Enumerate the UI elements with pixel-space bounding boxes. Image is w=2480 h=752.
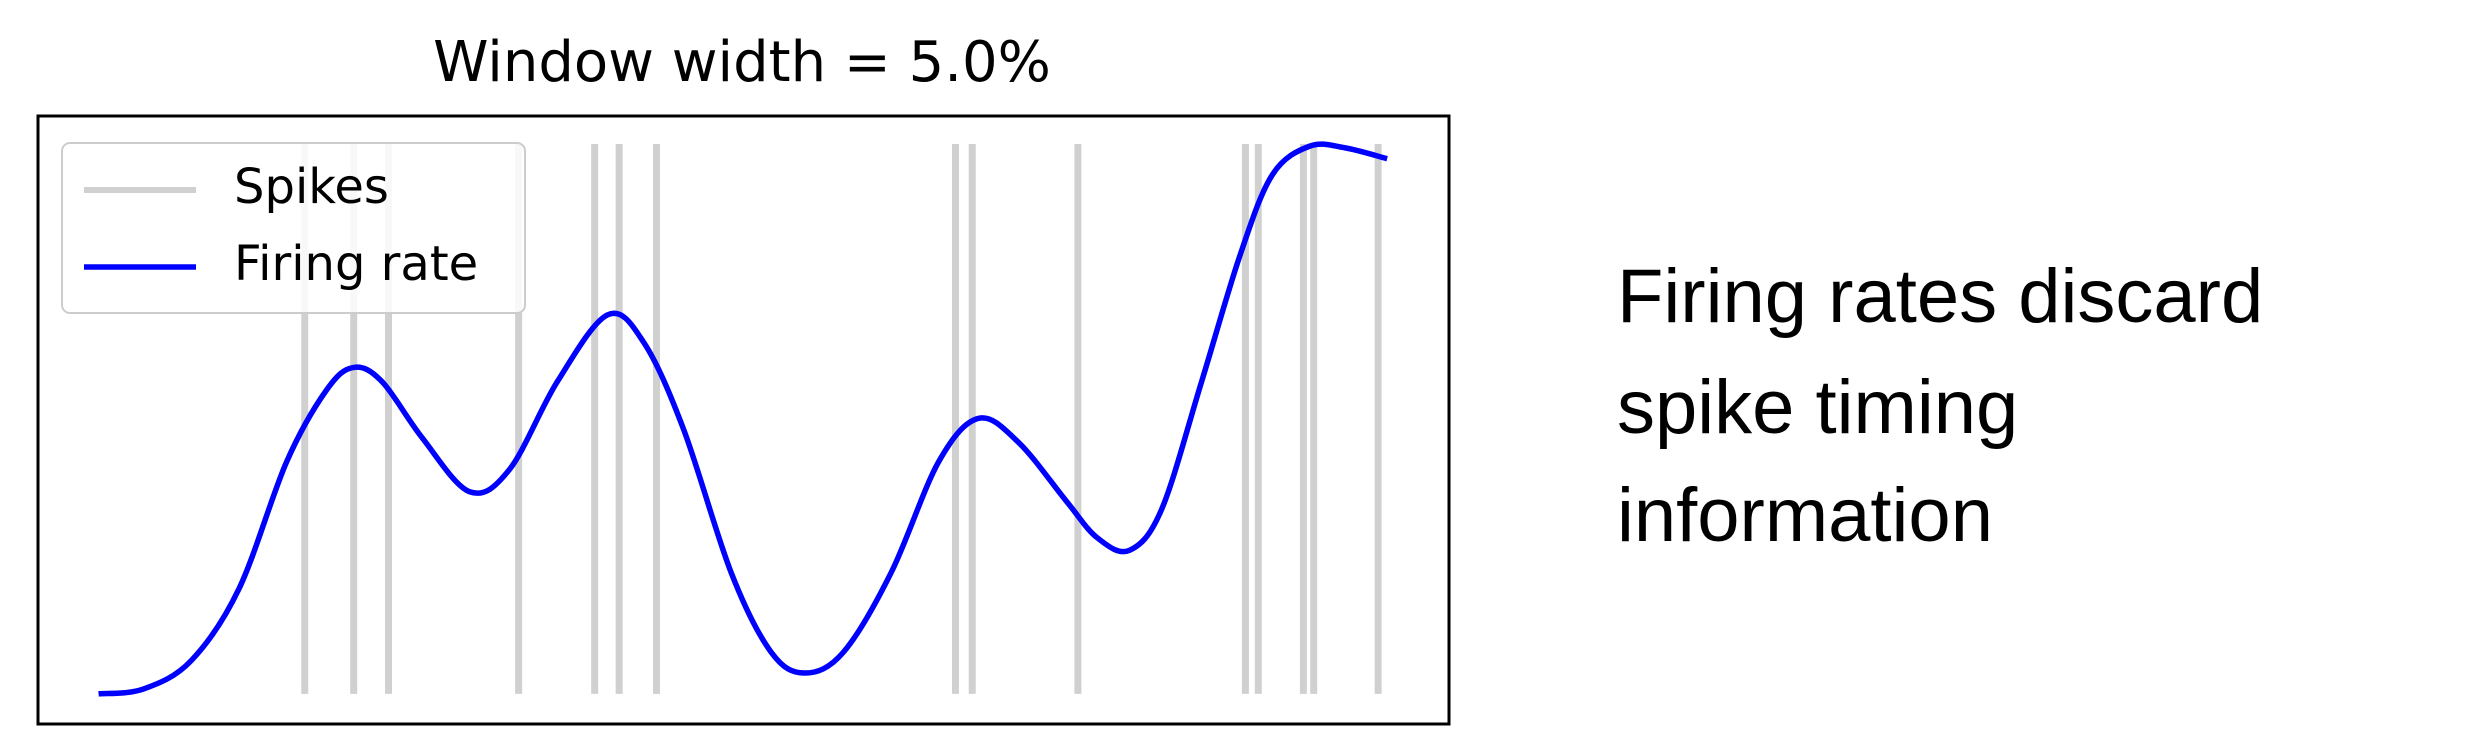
annotation-line: spike timing [1617, 365, 2018, 450]
firing-rate-line [98, 141, 1388, 697]
plot-frame [36, 114, 1451, 726]
legend: Spikes Firing rate [61, 142, 526, 314]
annotation-line: information [1617, 473, 1993, 558]
legend-label: Spikes [234, 159, 389, 215]
chart-title: Window width = 5.0% [433, 30, 1051, 95]
legend-box [61, 142, 526, 314]
legend-label: Firing rate [234, 236, 478, 292]
plot-area [98, 141, 1388, 697]
annotation-line: Firing rates discard [1617, 254, 2263, 339]
annotation: Firing rates discard spike timing inform… [1617, 254, 2263, 558]
